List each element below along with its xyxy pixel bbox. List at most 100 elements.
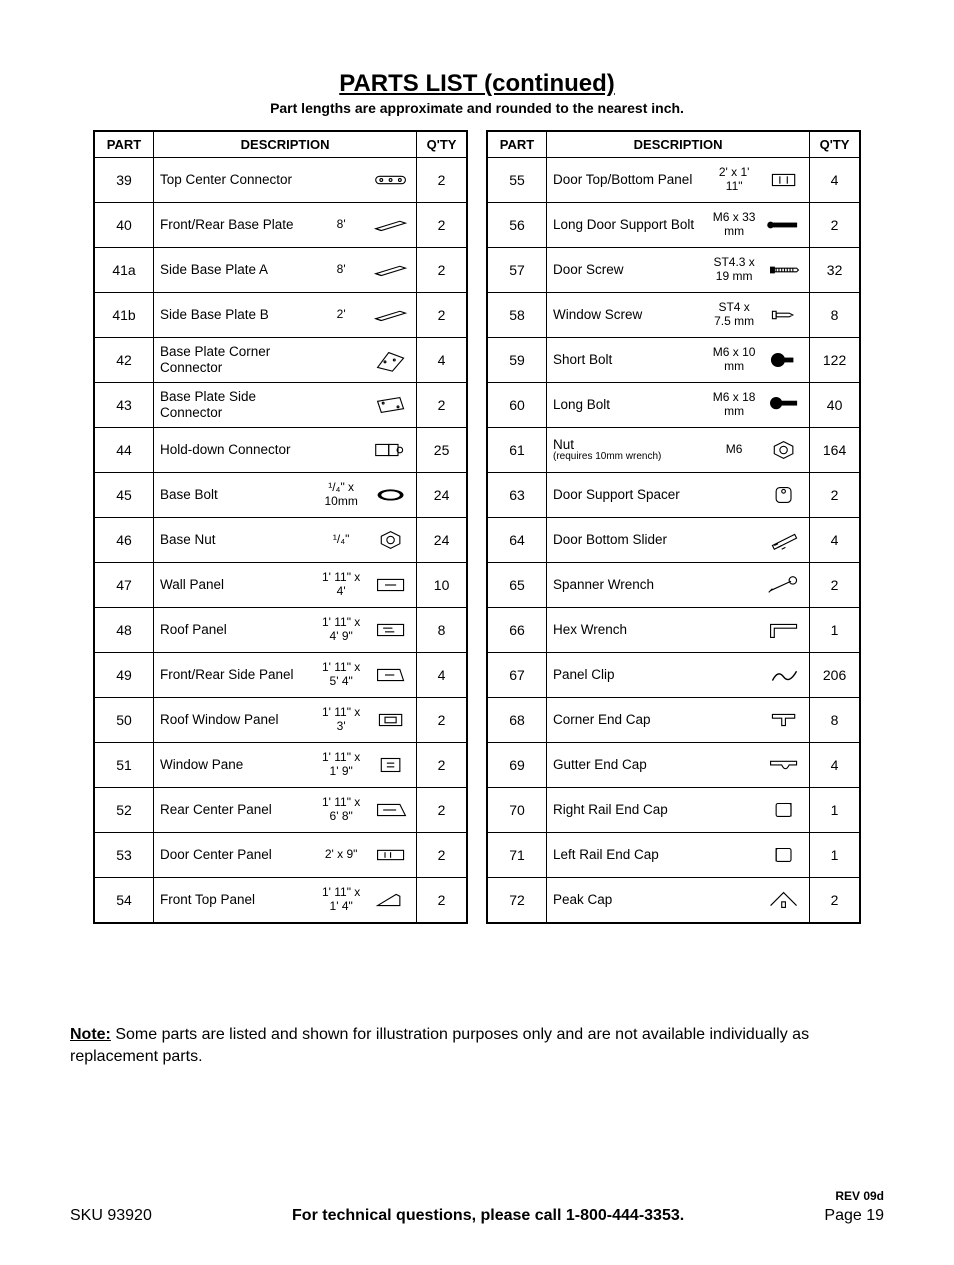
part-qty: 24 <box>417 517 467 562</box>
part-name: Base Plate Corner Connector <box>160 344 312 375</box>
part-qty: 8 <box>417 607 467 652</box>
table-row: 39Top Center Connector2 <box>94 157 467 202</box>
part-description: Door Top/Bottom Panel2' x 1' 11" <box>546 157 809 202</box>
part-name: Window Screw <box>553 307 705 323</box>
part-description: Side Base Plate A8' <box>153 247 416 292</box>
part-number: 55 <box>487 157 546 202</box>
note-block: Note: Some parts are listed and shown fo… <box>60 1024 894 1069</box>
corner-icon <box>370 346 410 374</box>
header-qty: Q'TY <box>417 131 467 157</box>
table-row: 40Front/Rear Base Plate8'2 <box>94 202 467 247</box>
part-description: Front Top Panel1' 11" x 1' 4" <box>153 877 416 923</box>
table-row: 53Door Center Panel2' x 9"2 <box>94 832 467 877</box>
part-qty: 4 <box>417 337 467 382</box>
part-qty: 2 <box>417 877 467 923</box>
part-name: Left Rail End Cap <box>553 847 705 863</box>
part-qty: 32 <box>810 247 860 292</box>
part-qty: 206 <box>810 652 860 697</box>
part-qty: 10 <box>417 562 467 607</box>
part-number: 43 <box>94 382 153 427</box>
footer-rev: REV 09d <box>824 1189 884 1203</box>
part-number: 57 <box>487 247 546 292</box>
header-qty: Q'TY <box>810 131 860 157</box>
plate-icon <box>370 256 410 284</box>
part-description: Short BoltM6 x 10 mm <box>546 337 809 382</box>
table-row: 47Wall Panel1' 11" x 4'10 <box>94 562 467 607</box>
part-qty: 2 <box>417 832 467 877</box>
part-number: 40 <box>94 202 153 247</box>
part-description: Base Bolt¹/₄" x 10mm <box>153 472 416 517</box>
part-name: Panel Clip <box>553 667 705 683</box>
part-name: Window Pane <box>160 757 312 773</box>
part-description: Base Plate Side Connector <box>153 382 416 427</box>
part-description: Base Nut¹/₄" <box>153 517 416 562</box>
table-row: 64Door Bottom Slider4 <box>487 517 860 562</box>
part-size: 2' x 9" <box>316 848 366 861</box>
part-description: Left Rail End Cap <box>546 832 809 877</box>
slider-icon <box>763 526 803 554</box>
table-row: 61Nut(requires 10mm wrench)M6164 <box>487 427 860 472</box>
part-number: 68 <box>487 697 546 742</box>
part-name: Side Base Plate A <box>160 262 312 278</box>
nut-icon <box>370 526 410 554</box>
table-row: 71Left Rail End Cap1 <box>487 832 860 877</box>
spanner-icon <box>763 571 803 599</box>
table-row: 67Panel Clip206 <box>487 652 860 697</box>
part-name: Roof Window Panel <box>160 712 312 728</box>
sidepanel-icon <box>370 661 410 689</box>
part-name: Door Bottom Slider <box>553 532 705 548</box>
part-qty: 2 <box>810 877 860 923</box>
nut-icon <box>763 436 803 464</box>
part-description: Rear Center Panel1' 11" x 6' 8" <box>153 787 416 832</box>
page-footer: SKU 93920 For technical questions, pleas… <box>60 1189 894 1225</box>
page-title: PARTS LIST (continued) <box>60 70 894 98</box>
part-description: Hex Wrench <box>546 607 809 652</box>
table-row: 66Hex Wrench1 <box>487 607 860 652</box>
lbolt-icon <box>763 391 803 419</box>
table-row: 41bSide Base Plate B2'2 <box>94 292 467 337</box>
part-number: 69 <box>487 742 546 787</box>
part-description: Door Support Spacer <box>546 472 809 517</box>
part-size: 1' 11" x 1' 4" <box>316 886 366 912</box>
part-number: 41a <box>94 247 153 292</box>
part-description: Front/Rear Side Panel1' 11" x 5' 4" <box>153 652 416 697</box>
part-size: ¹/₄" <box>316 533 366 546</box>
table-row: 72Peak Cap2 <box>487 877 860 923</box>
part-qty: 2 <box>810 202 860 247</box>
part-qty: 2 <box>417 202 467 247</box>
part-qty: 2 <box>810 472 860 517</box>
part-name: Hex Wrench <box>553 622 705 638</box>
part-name: Door Screw <box>553 262 705 278</box>
rearpanel-icon <box>370 796 410 824</box>
part-number: 71 <box>487 832 546 877</box>
part-number: 63 <box>487 472 546 517</box>
part-description: Wall Panel1' 11" x 4' <box>153 562 416 607</box>
table-row: 59Short BoltM6 x 10 mm122 <box>487 337 860 382</box>
part-number: 60 <box>487 382 546 427</box>
screw-icon <box>763 256 803 284</box>
part-size: M6 x 18 mm <box>709 391 759 417</box>
part-size: 8' <box>316 218 366 231</box>
part-description: Door Center Panel2' x 9" <box>153 832 416 877</box>
part-number: 53 <box>94 832 153 877</box>
part-description: Nut(requires 10mm wrench)M6 <box>546 427 809 472</box>
part-size: 2' x 1' 11" <box>709 166 759 192</box>
part-description: Window ScrewST4 x 7.5 mm <box>546 292 809 337</box>
part-description: Door Bottom Slider <box>546 517 809 562</box>
part-description: Right Rail End Cap <box>546 787 809 832</box>
table-row: 65Spanner Wrench2 <box>487 562 860 607</box>
table-row: 70Right Rail End Cap1 <box>487 787 860 832</box>
part-description: Door ScrewST4.3 x 19 mm <box>546 247 809 292</box>
footer-tech: For technical questions, please call 1-8… <box>152 1207 825 1225</box>
basebolt-icon <box>370 481 410 509</box>
part-name: Top Center Connector <box>160 172 312 188</box>
plate-icon <box>370 211 410 239</box>
part-description: Long BoltM6 x 18 mm <box>546 382 809 427</box>
part-description: Top Center Connector <box>153 157 416 202</box>
doortb-icon <box>763 166 803 194</box>
part-qty: 2 <box>417 247 467 292</box>
part-number: 42 <box>94 337 153 382</box>
part-size: ¹/₄" x 10mm <box>316 481 366 507</box>
part-name: Peak Cap <box>553 892 705 908</box>
winpanel-icon <box>370 706 410 734</box>
